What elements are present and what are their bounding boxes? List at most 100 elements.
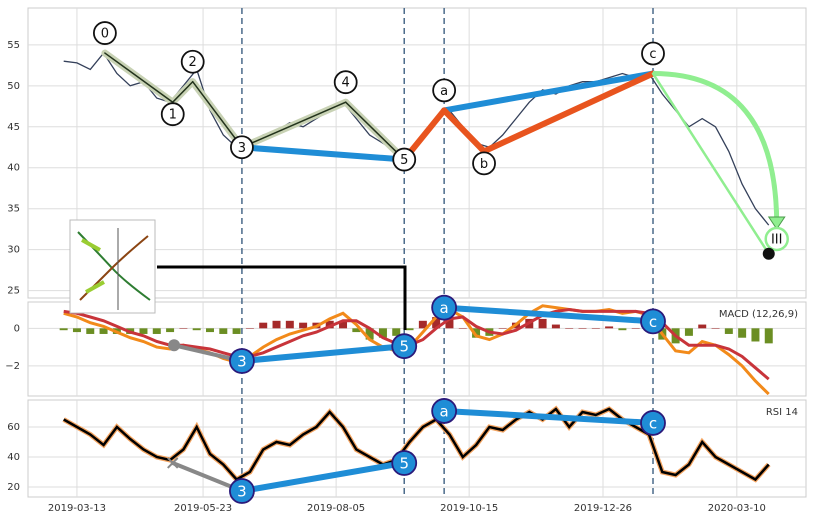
wave-line [238, 459, 408, 495]
histogram-bar [72, 328, 81, 333]
panel-title: RSI 14 [766, 407, 798, 418]
y-tick-label: 45 [7, 122, 20, 133]
wave-marker [391, 450, 418, 476]
histogram-bar [152, 328, 161, 334]
y-tick-label: 40 [7, 452, 20, 463]
histogram-bar [551, 324, 560, 329]
x-tick-label: 2019-10-15 [440, 503, 498, 514]
wave-line [481, 70, 657, 155]
histogram-bar [179, 328, 188, 329]
histogram-bar [139, 328, 148, 334]
waves-layer: 0 1 2 3 4 5 a b c III 3 5 a c 3 5 a c [92, 21, 789, 504]
histogram-bar [272, 320, 281, 329]
wave-marker [640, 410, 666, 436]
wave-label: III [771, 233, 783, 248]
wave-point [168, 339, 181, 352]
histogram-bar [605, 326, 614, 329]
wave-marker [640, 308, 666, 335]
wave-line [104, 52, 174, 103]
histogram-bar [206, 328, 214, 333]
y-tick-label: 55 [7, 40, 20, 51]
wave-marker [431, 294, 458, 321]
wave-line [651, 72, 770, 256]
inset-curve [81, 238, 105, 294]
histogram-bar [418, 320, 427, 329]
histogram-bar [405, 328, 414, 331]
panel-title: MACD (12,26,9) [719, 309, 798, 320]
histogram-bar [352, 328, 361, 333]
wave-marker [392, 147, 417, 172]
series-line [63, 407, 770, 482]
wave-label: c [649, 47, 656, 62]
wave-marker [391, 333, 418, 360]
x-tick-label: 2019-03-13 [48, 503, 106, 514]
histogram-bar [498, 328, 507, 329]
histogram-bar [764, 328, 773, 344]
histogram-bar [684, 328, 693, 336]
wave-label: 4 [342, 76, 350, 91]
wave-line [238, 144, 408, 163]
wave-marker [431, 398, 458, 424]
histogram-bar [99, 328, 108, 334]
histogram-bar [578, 328, 587, 329]
histogram-bar [711, 328, 720, 329]
y-tick-label: −2 [5, 361, 20, 372]
histogram-bar [166, 328, 175, 333]
wave-label: a [440, 299, 449, 317]
histogram-bar [325, 320, 334, 329]
wave-marker [229, 478, 255, 504]
wave-line [441, 304, 657, 325]
wave-line [241, 101, 347, 149]
histogram-bar [245, 328, 254, 329]
wave-label: 3 [238, 141, 246, 156]
y-tick-label: 25 [7, 286, 20, 297]
wave-point [762, 247, 775, 260]
wave-line [171, 80, 194, 103]
wave-marker [472, 151, 496, 176]
wave-label: a [440, 84, 448, 99]
y-tick-label: 60 [7, 422, 20, 433]
histogram-bar [378, 328, 387, 338]
histogram-bar [339, 320, 348, 329]
panel-frame [27, 399, 807, 498]
y-tick-label: 50 [7, 81, 20, 92]
wave-line [441, 407, 657, 426]
wave-marker [764, 226, 789, 252]
y-tick-label: 30 [7, 245, 20, 256]
histogram-bar [365, 328, 374, 340]
wave-label: c [649, 313, 657, 331]
wave-label: 5 [399, 454, 409, 472]
histogram-bar [192, 328, 201, 331]
panel-frame [27, 7, 807, 299]
wave-line [441, 107, 488, 155]
histogram-bar [591, 328, 600, 329]
panel-frame [27, 301, 807, 397]
histogram-bar [299, 322, 308, 329]
wave-point [167, 457, 179, 469]
x-tick-label: 2019-08-05 [307, 503, 365, 514]
y-tick-label: 35 [7, 204, 20, 215]
wave-marker [432, 78, 457, 103]
x-tick-label: 2019-05-23 [174, 503, 232, 514]
wave-line [238, 343, 408, 365]
histogram-bar [538, 318, 547, 329]
wave-marker [230, 135, 254, 160]
histogram-bar [285, 320, 294, 329]
wave-marker [92, 21, 117, 45]
histogram-bar [458, 328, 467, 329]
wave-marker [229, 348, 255, 374]
histogram-bar [432, 317, 441, 329]
histogram-bar [259, 322, 268, 329]
histogram-bar [631, 328, 640, 329]
histogram-bar [751, 328, 760, 342]
histogram-bar [86, 328, 95, 334]
wave-label: a [440, 402, 449, 420]
wave-line [344, 101, 405, 161]
histogram-bar [472, 328, 481, 338]
y-tick-label: 20 [7, 482, 20, 493]
wave-line [441, 70, 657, 114]
wave-label: 5 [400, 153, 408, 168]
histogram-bar [724, 328, 733, 334]
wave-label: c [649, 414, 657, 432]
